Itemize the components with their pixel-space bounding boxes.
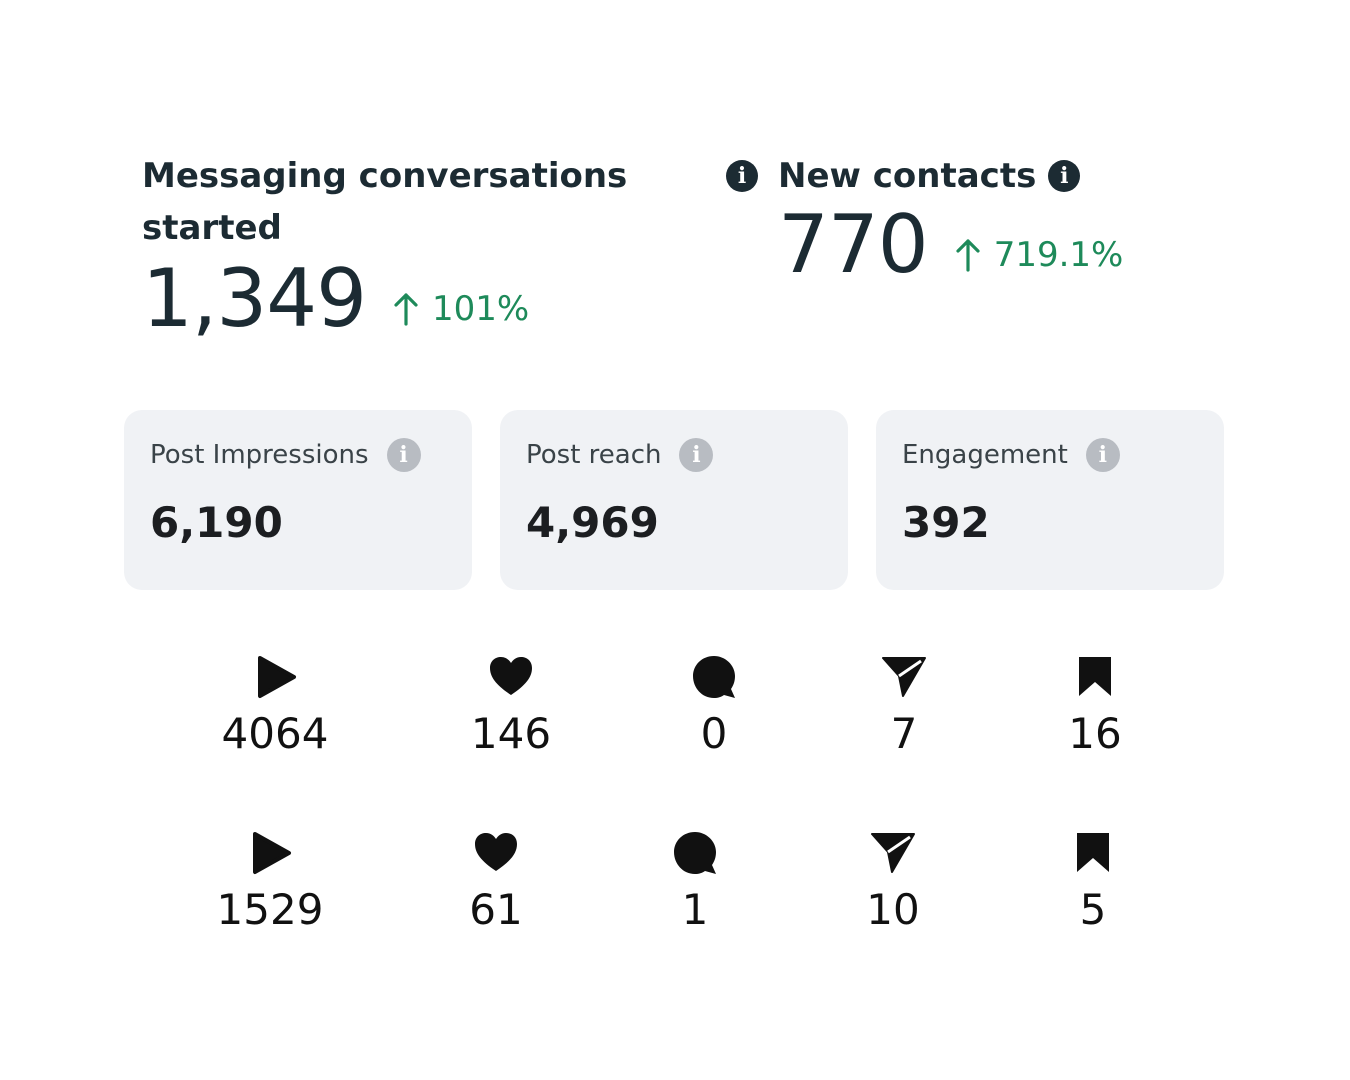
metric-title-line2: started xyxy=(142,208,282,248)
arrow-up-icon xyxy=(956,239,980,272)
messaging-conversations-metric: Messaging conversations started 1,349 10… xyxy=(142,150,662,345)
metric-value: 770 xyxy=(778,198,929,291)
info-icon[interactable]: i xyxy=(386,438,421,472)
comments-count: 0 xyxy=(700,709,728,758)
engagement-card: Engagement i 392 xyxy=(876,410,1224,590)
shares-stat: 7 xyxy=(824,654,984,758)
heart-icon xyxy=(490,657,532,695)
plays-stat: 1529 xyxy=(190,830,350,934)
info-icon[interactable]: i xyxy=(726,160,758,192)
plays-count: 1529 xyxy=(216,885,324,934)
play-icon xyxy=(253,832,291,874)
play-icon xyxy=(258,656,296,698)
metric-title-line1: Messaging conversations xyxy=(142,156,628,196)
likes-count: 146 xyxy=(470,709,552,758)
card-value: 6,190 xyxy=(150,498,283,547)
saves-count: 5 xyxy=(1079,885,1107,934)
plays-count: 4064 xyxy=(221,709,329,758)
metric-title: New contacts xyxy=(778,156,1037,196)
metric-change-value: 101% xyxy=(432,289,530,329)
post-impressions-card: Post Impressions i 6,190 xyxy=(124,410,472,590)
info-icon[interactable]: i xyxy=(679,438,714,472)
metric-title: Messaging conversations started xyxy=(142,150,662,254)
bookmark-icon xyxy=(1077,833,1109,872)
comments-stat: 0 xyxy=(634,654,794,758)
arrow-up-icon xyxy=(394,293,418,326)
saves-stat: 5 xyxy=(1013,830,1173,934)
card-value: 392 xyxy=(902,498,990,547)
likes-stat: 61 xyxy=(416,830,576,934)
comments-count: 1 xyxy=(681,885,709,934)
metric-change: 101% xyxy=(394,289,529,329)
shares-count: 7 xyxy=(890,709,918,758)
new-contacts-metric: i New contacts i 770 719.1% xyxy=(726,150,1246,291)
card-label: Post reach xyxy=(526,440,662,470)
share-icon xyxy=(871,833,915,873)
info-icon[interactable]: i xyxy=(1048,160,1081,192)
comment-icon xyxy=(674,832,716,874)
post-reach-card: Post reach i 4,969 xyxy=(500,410,848,590)
metric-change-value: 719.1% xyxy=(993,235,1124,275)
comment-icon xyxy=(693,656,735,698)
bookmark-icon xyxy=(1079,657,1111,696)
card-value: 4,969 xyxy=(526,498,659,547)
heart-icon xyxy=(475,833,517,871)
likes-stat: 146 xyxy=(431,654,591,758)
card-label: Post Impressions xyxy=(150,440,369,470)
saves-count: 16 xyxy=(1068,709,1122,758)
comments-stat: 1 xyxy=(615,830,775,934)
likes-count: 61 xyxy=(469,885,523,934)
plays-stat: 4064 xyxy=(195,654,355,758)
shares-count: 10 xyxy=(866,885,920,934)
card-label: Engagement xyxy=(902,440,1068,470)
metric-value: 1,349 xyxy=(142,252,367,345)
saves-stat: 16 xyxy=(1015,654,1175,758)
shares-stat: 10 xyxy=(813,830,973,934)
metric-change: 719.1% xyxy=(956,235,1124,275)
info-icon[interactable]: i xyxy=(1085,438,1120,472)
share-icon xyxy=(882,657,926,697)
